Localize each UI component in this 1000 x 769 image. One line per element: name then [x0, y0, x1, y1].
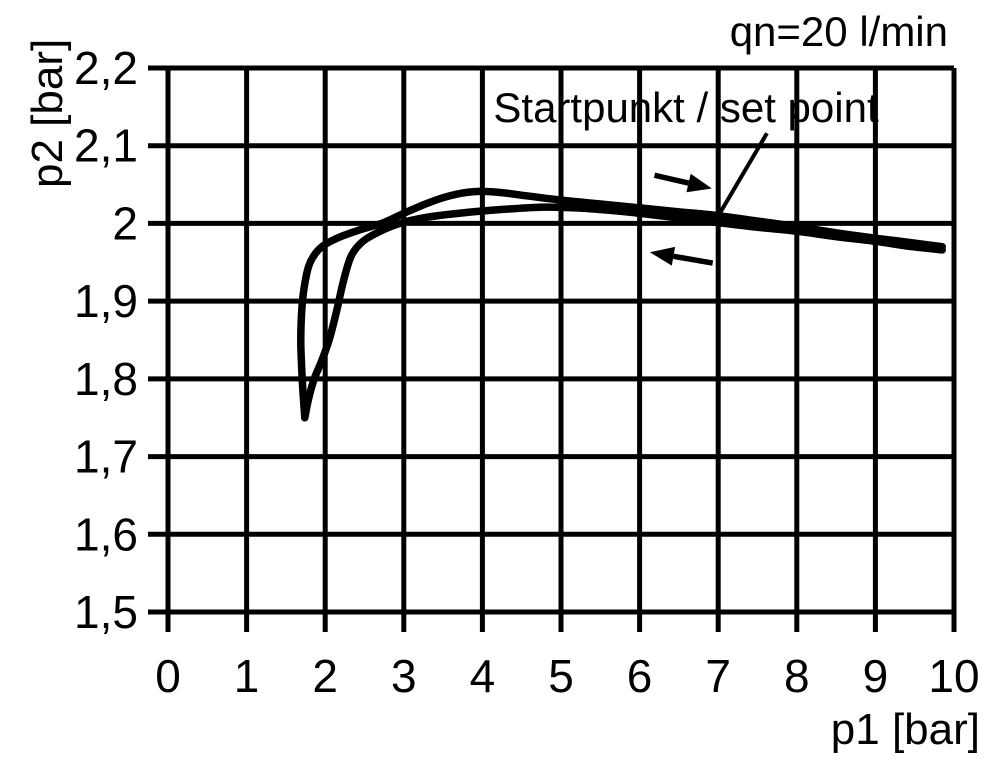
x-tick-label-4: 4: [470, 650, 496, 702]
x-tick-label-6: 6: [627, 650, 653, 702]
x-tick-label-3: 3: [391, 650, 417, 702]
hysteresis-curves: [297, 187, 946, 422]
direction-left-arrow-head: [649, 246, 676, 266]
x-tick-label-1: 1: [234, 650, 260, 702]
y-tick-label-1,7: 1,7: [74, 431, 138, 483]
y-tick-label-1,5: 1,5: [74, 586, 138, 638]
curve-decreasing: [301, 203, 946, 422]
curve-increasing: [297, 187, 946, 422]
flow-rate-title: qn=20 l/min: [730, 8, 948, 55]
annotations: [649, 132, 769, 266]
y-tick-label-1,6: 1,6: [74, 508, 138, 560]
x-axis-label: p1 [bar]: [831, 705, 980, 754]
y-tick-label-1,9: 1,9: [74, 275, 138, 327]
y-axis-label: p2 [bar]: [23, 39, 72, 188]
grid-lines: [148, 65, 957, 632]
x-tick-label-5: 5: [548, 650, 574, 702]
y-tick-label-2,2: 2,2: [74, 42, 138, 94]
x-tick-label-8: 8: [784, 650, 810, 702]
direction-right-arrow-shaft: [653, 172, 690, 186]
x-tick-label-7: 7: [705, 650, 731, 702]
y-tick-label-2,1: 2,1: [74, 120, 138, 172]
direction-right-arrow-head: [686, 173, 712, 193]
y-tick-label-2: 2: [112, 197, 138, 249]
set-point-label: Startpunkt / set point: [493, 84, 879, 131]
x-tick-label-10: 10: [928, 650, 979, 702]
y-tick-label-1,8: 1,8: [74, 353, 138, 405]
set-point-leader-line: [718, 132, 769, 215]
x-tick-label-9: 9: [863, 650, 889, 702]
x-tick-label-2: 2: [312, 650, 338, 702]
x-tick-label-0: 0: [155, 650, 181, 702]
tick-labels: 1,51,61,71,81,922,12,20 1 2 3 4 5 6 7 8 9 10: [74, 42, 980, 702]
direction-left-arrow-shaft: [672, 253, 714, 266]
